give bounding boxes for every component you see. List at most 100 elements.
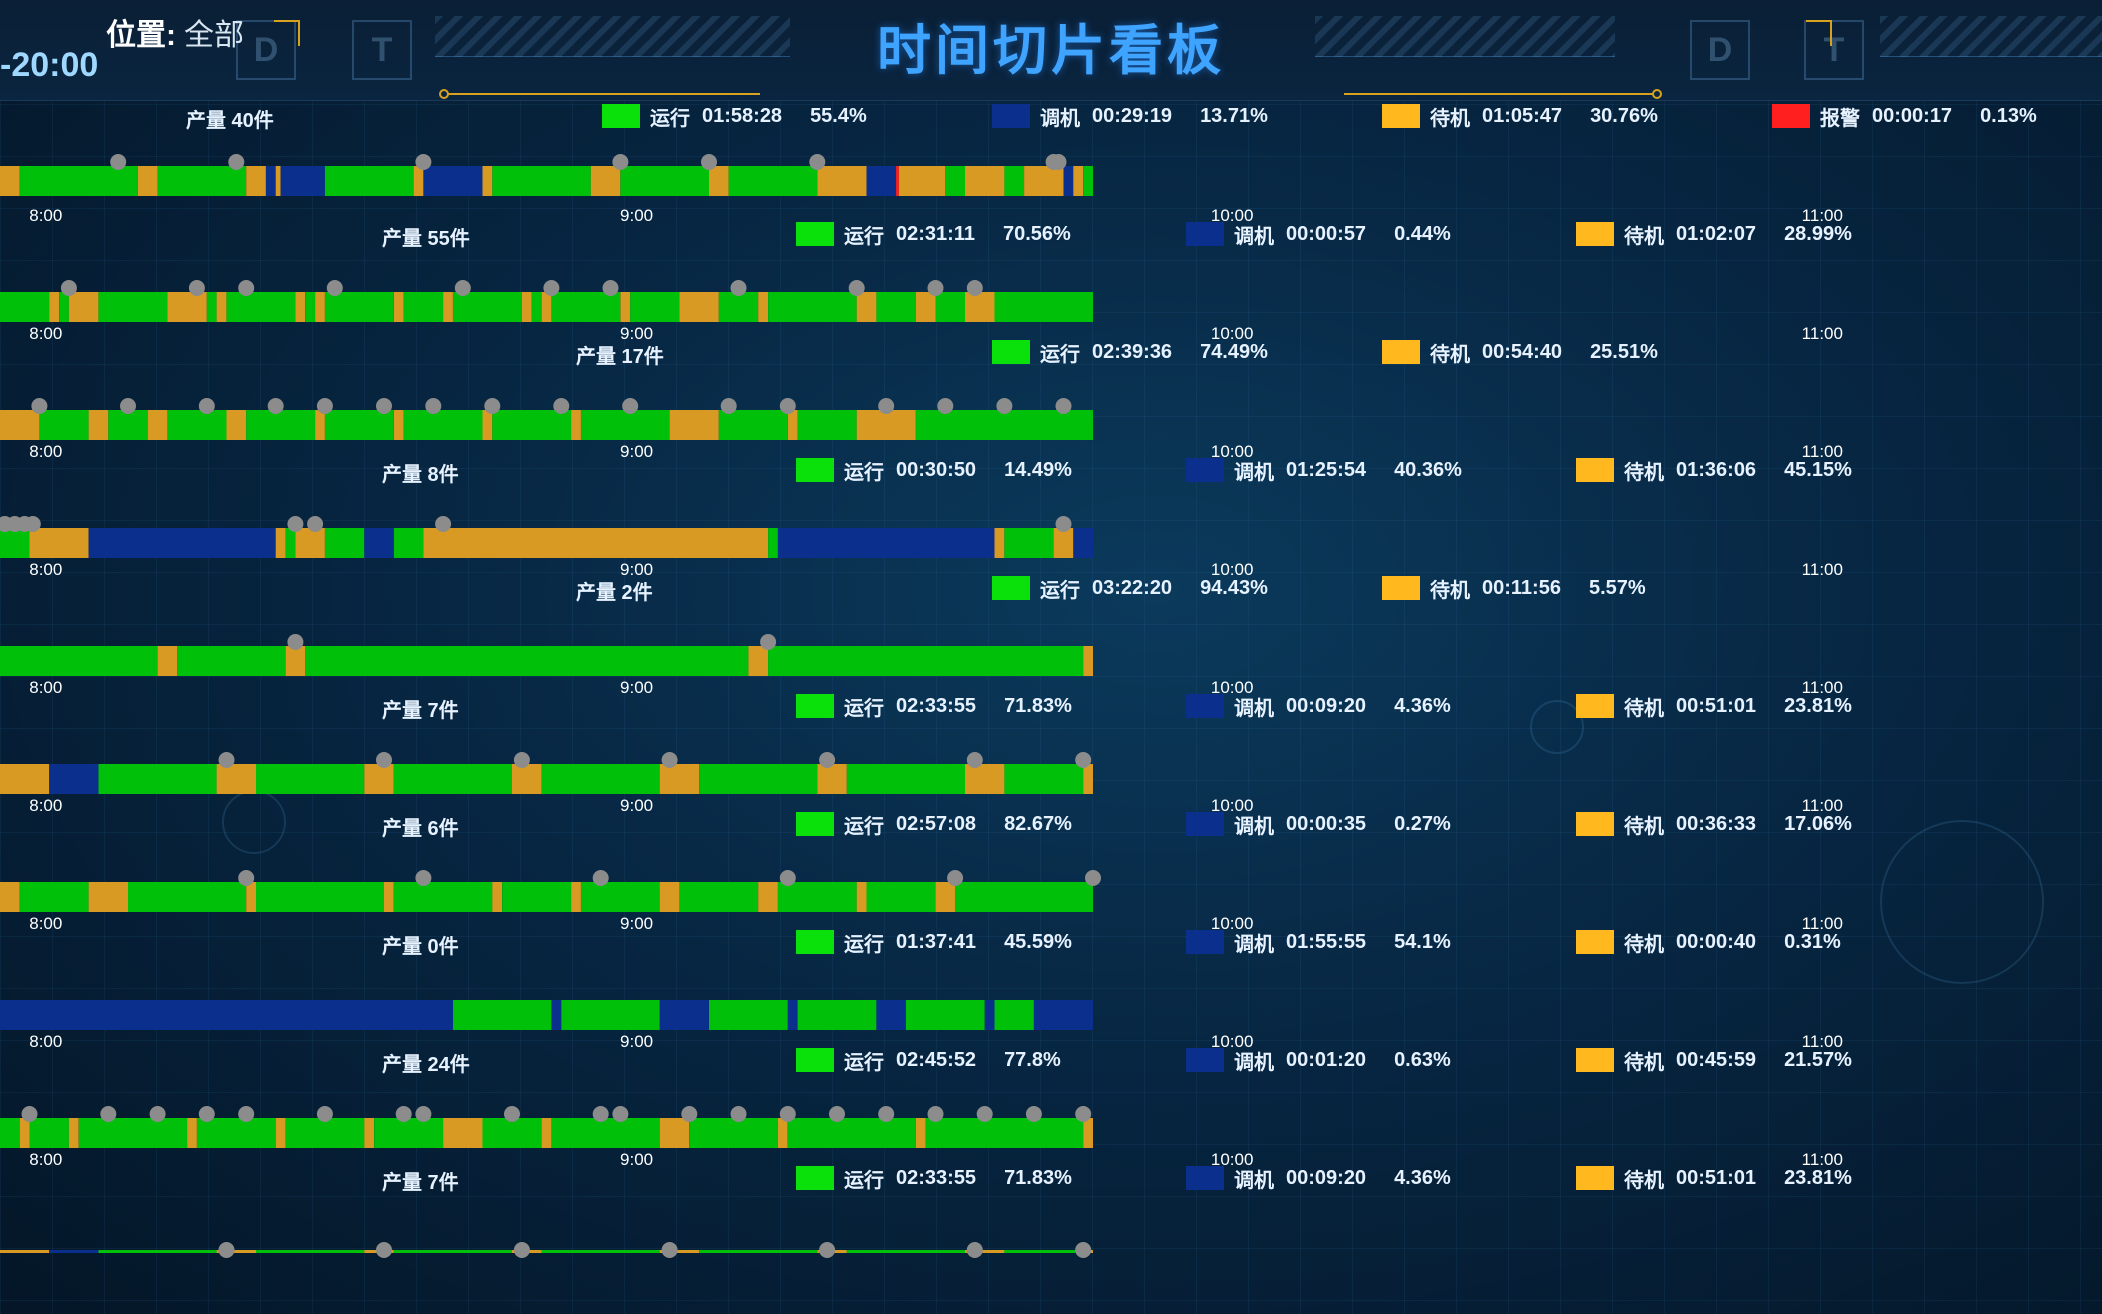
- segment-standby[interactable]: [817, 166, 867, 196]
- segment-standby[interactable]: [659, 1250, 700, 1253]
- output-marker[interactable]: [927, 280, 944, 296]
- segment-run[interactable]: [29, 1118, 69, 1148]
- output-marker[interactable]: [927, 1106, 944, 1122]
- segment-run[interactable]: [157, 166, 247, 196]
- output-marker[interactable]: [149, 1106, 166, 1122]
- segment-standby[interactable]: [492, 882, 503, 912]
- segment-adjust[interactable]: [49, 1250, 99, 1253]
- output-marker[interactable]: [228, 154, 245, 170]
- segment-run[interactable]: [246, 410, 316, 440]
- segment-standby[interactable]: [1073, 166, 1084, 196]
- segment-standby[interactable]: [659, 882, 680, 912]
- segment-run[interactable]: [108, 410, 148, 440]
- segment-run[interactable]: [393, 1250, 513, 1253]
- segment-run[interactable]: [994, 1000, 1034, 1030]
- segment-standby[interactable]: [679, 292, 719, 322]
- segment-adjust[interactable]: [280, 166, 325, 196]
- output-marker[interactable]: [966, 752, 983, 768]
- segment-standby[interactable]: [216, 292, 227, 322]
- segment-standby[interactable]: [246, 166, 266, 196]
- segment-standby[interactable]: [758, 882, 778, 912]
- segment-run[interactable]: [492, 410, 572, 440]
- segment-standby[interactable]: [1024, 166, 1064, 196]
- segment-run[interactable]: [256, 1250, 365, 1253]
- output-marker[interactable]: [592, 1106, 609, 1122]
- output-marker[interactable]: [612, 154, 629, 170]
- segment-run[interactable]: [403, 410, 483, 440]
- segment-run[interactable]: [453, 292, 522, 322]
- output-marker[interactable]: [966, 280, 983, 296]
- segment-run[interactable]: [256, 764, 365, 794]
- segment-adjust[interactable]: [876, 1000, 906, 1030]
- segment-standby[interactable]: [915, 1118, 926, 1148]
- segment-run[interactable]: [925, 1118, 1084, 1148]
- output-marker[interactable]: [819, 752, 836, 768]
- segment-run[interactable]: [492, 166, 591, 196]
- output-marker[interactable]: [238, 870, 255, 886]
- segment-standby[interactable]: [216, 764, 256, 794]
- output-marker[interactable]: [484, 398, 501, 414]
- output-marker[interactable]: [513, 752, 530, 768]
- segment-run[interactable]: [39, 410, 89, 440]
- segment-run[interactable]: [581, 882, 660, 912]
- segment-standby[interactable]: [777, 1118, 788, 1148]
- output-marker[interactable]: [848, 280, 865, 296]
- segment-run[interactable]: [305, 646, 749, 676]
- segment-standby[interactable]: [443, 292, 453, 322]
- segment-standby[interactable]: [295, 528, 325, 558]
- segment-run[interactable]: [482, 1118, 542, 1148]
- segment-run[interactable]: [453, 1000, 552, 1030]
- segment-standby[interactable]: [541, 292, 552, 322]
- segment-run[interactable]: [797, 1000, 877, 1030]
- segment-standby[interactable]: [443, 1118, 483, 1148]
- segment-run[interactable]: [541, 1250, 660, 1253]
- location-filter[interactable]: 位置: 全部: [106, 10, 244, 54]
- output-marker[interactable]: [504, 1106, 520, 1122]
- segment-standby[interactable]: [275, 1118, 286, 1148]
- segment-run[interactable]: [935, 292, 966, 322]
- output-marker[interactable]: [602, 280, 619, 296]
- output-marker[interactable]: [681, 1106, 698, 1122]
- output-marker[interactable]: [1075, 752, 1092, 768]
- segment-run[interactable]: [167, 410, 227, 440]
- segment-run[interactable]: [206, 292, 217, 322]
- output-marker[interactable]: [1085, 870, 1101, 886]
- segment-run[interactable]: [285, 1118, 365, 1148]
- output-marker[interactable]: [31, 398, 48, 414]
- output-marker[interactable]: [425, 398, 442, 414]
- segment-run[interactable]: [846, 764, 965, 794]
- output-marker[interactable]: [218, 1242, 235, 1258]
- segment-run[interactable]: [324, 528, 365, 558]
- segment-standby[interactable]: [137, 166, 158, 196]
- segment-standby[interactable]: [659, 1118, 690, 1148]
- segment-standby[interactable]: [315, 292, 325, 322]
- segment-standby[interactable]: [0, 882, 20, 912]
- output-marker[interactable]: [188, 280, 205, 296]
- segment-run[interactable]: [551, 1118, 660, 1148]
- segment-run[interactable]: [256, 882, 384, 912]
- segment-run[interactable]: [777, 882, 857, 912]
- output-marker[interactable]: [1055, 516, 1072, 532]
- segment-run[interactable]: [19, 882, 89, 912]
- segment-run[interactable]: [718, 410, 788, 440]
- segment-standby[interactable]: [364, 1118, 375, 1148]
- segment-standby[interactable]: [167, 292, 207, 322]
- output-marker[interactable]: [435, 516, 452, 532]
- segment-standby[interactable]: [669, 410, 719, 440]
- segment-standby[interactable]: [659, 764, 700, 794]
- output-marker[interactable]: [829, 1106, 845, 1122]
- segment-standby[interactable]: [512, 764, 542, 794]
- segment-run[interactable]: [768, 528, 778, 558]
- segment-run[interactable]: [709, 1000, 788, 1030]
- segment-run[interactable]: [994, 292, 1094, 322]
- output-marker[interactable]: [543, 280, 560, 296]
- segment-standby[interactable]: [88, 882, 128, 912]
- output-marker[interactable]: [218, 752, 235, 768]
- segment-standby[interactable]: [216, 1250, 256, 1253]
- segment-standby[interactable]: [965, 764, 1005, 794]
- segment-run[interactable]: [561, 1000, 660, 1030]
- segment-run[interactable]: [915, 410, 1093, 440]
- output-marker[interactable]: [976, 1106, 993, 1122]
- segment-standby[interactable]: [49, 292, 59, 322]
- output-marker[interactable]: [612, 1106, 629, 1122]
